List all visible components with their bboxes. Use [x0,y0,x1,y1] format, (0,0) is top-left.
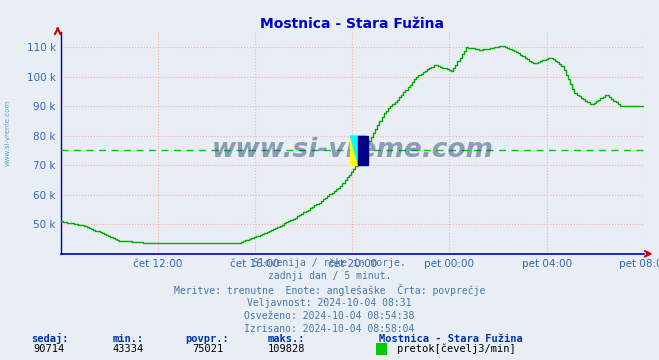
Polygon shape [351,136,358,165]
Text: pretok[čevelj3/min]: pretok[čevelj3/min] [397,343,516,354]
Text: min.:: min.: [113,334,144,344]
Title: Mostnica - Stara Fužina: Mostnica - Stara Fužina [260,17,444,31]
Text: Osveženo: 2024-10-04 08:54:38: Osveženo: 2024-10-04 08:54:38 [244,311,415,321]
Text: Meritve: trenutne  Enote: anglešaške  Črta: povprečje: Meritve: trenutne Enote: anglešaške Črta… [174,284,485,296]
Text: 90714: 90714 [34,344,65,354]
Text: www.si-vreme.com: www.si-vreme.com [212,137,493,163]
Text: sedaj:: sedaj: [31,333,68,344]
Text: zadnji dan / 5 minut.: zadnji dan / 5 minut. [268,271,391,282]
Polygon shape [351,136,366,165]
Bar [358,136,368,165]
Text: 75021: 75021 [192,344,223,354]
Text: 109828: 109828 [268,344,305,354]
Text: Veljavnost: 2024-10-04 08:31: Veljavnost: 2024-10-04 08:31 [247,298,412,308]
Text: Mostnica - Stara Fužina: Mostnica - Stara Fužina [379,334,523,344]
Text: www.si-vreme.com: www.si-vreme.com [5,100,11,166]
Text: 43334: 43334 [113,344,144,354]
Text: Izrisano: 2024-10-04 08:58:04: Izrisano: 2024-10-04 08:58:04 [244,324,415,334]
Text: maks.:: maks.: [268,334,305,344]
Text: povpr.:: povpr.: [186,334,229,344]
Text: Slovenija / reke in morje.: Slovenija / reke in morje. [253,258,406,268]
